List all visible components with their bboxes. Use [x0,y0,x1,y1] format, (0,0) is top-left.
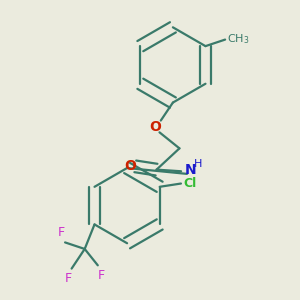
Text: F: F [58,226,65,239]
Text: N: N [184,163,196,177]
Text: F: F [65,272,72,285]
Text: O: O [124,159,136,173]
Text: H: H [194,159,202,169]
Text: O: O [149,120,161,134]
Text: CH$_3$: CH$_3$ [227,33,249,46]
Text: F: F [98,268,105,282]
Text: Cl: Cl [184,177,197,190]
